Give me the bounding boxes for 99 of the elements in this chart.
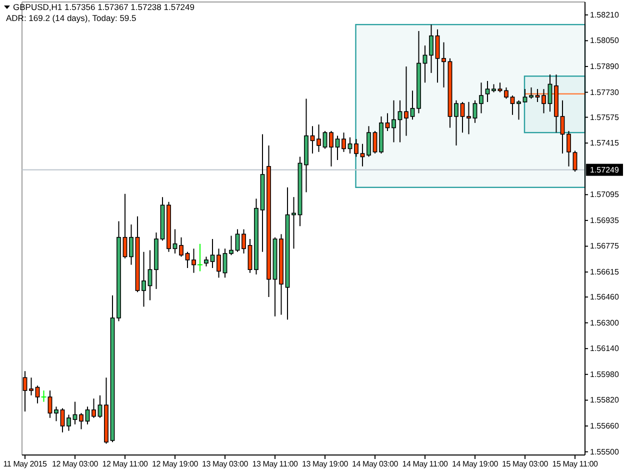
candlestick [535,88,540,102]
y-tick-label: 1.55980 [590,370,620,379]
candlestick [435,28,440,84]
y-tick-label: 1.57095 [590,190,620,200]
candlestick [329,130,334,167]
ref-line-label: 1.57249 [590,165,620,174]
candlestick [216,248,221,278]
candlestick [54,406,58,422]
candlestick [510,95,515,116]
candlestick [410,90,415,120]
candlestick [204,256,208,267]
y-tick-label: 1.57415 [590,138,620,148]
x-tick-label: 14 May 03:00 [352,460,399,468]
y-tick-label: 1.56775 [590,242,620,251]
candlestick [222,248,228,278]
candlestick [129,224,134,266]
candlestick [354,138,358,158]
y-tick-label: 1.56615 [590,268,620,277]
candlestick [454,100,458,146]
candlestick [310,126,315,154]
candlestick [372,130,378,154]
candlestick [335,135,340,160]
candlestick [60,408,65,433]
candlestick [504,86,508,100]
chart-title: GBPUSD,H1 1.57356 1.57367 1.57238 1.57249 [13,2,195,12]
candlestick [472,100,478,124]
y-tick-label: 1.56300 [590,318,620,328]
candlestick [66,414,71,432]
candlestick [235,228,240,252]
candlestick [92,398,96,418]
candlestick [41,390,46,402]
candlestick [29,377,34,396]
candlestick [404,66,408,136]
candlestick [292,196,296,250]
x-tick-label: 15 May 11:00 [552,460,598,468]
candlestick [566,130,571,167]
y-tick-label: 1.55660 [590,421,620,430]
x-tick-label: 14 May 11:00 [402,460,448,468]
candlestick [148,250,152,301]
x-tick-label: 11 May 2015 [3,460,48,468]
y-tick-label: 1.58210 [590,10,620,20]
x-tick-label: 15 May 03:00 [502,460,549,468]
candlestick [79,412,84,430]
candlestick [322,130,328,150]
text: ADR: 169.2 (14 days), Today: 59.5 [6,13,137,23]
candlestick [466,101,471,135]
candlestick [72,401,78,425]
candlestick [48,390,52,418]
candlestick [548,74,552,112]
candlestick [442,42,446,88]
candlestick [172,228,178,254]
candlestick [429,24,434,74]
candlestick [35,385,40,404]
candlestick [385,112,390,132]
y-tick-label: 1.56935 [590,216,620,225]
y-tick-label: 1.56460 [590,292,620,302]
candlestick [229,235,234,256]
candlestick [210,238,215,268]
candlestick [398,100,402,143]
candlestick [516,100,521,120]
x-tick-label: 12 May 11:00 [102,460,148,468]
x-tick-label: 12 May 03:00 [52,460,99,468]
candlestick [242,228,246,254]
y-tick-label: 1.57890 [590,62,620,71]
candlestick [316,124,321,152]
candlestick [479,82,484,114]
candlestick [366,126,371,158]
y-tick-label: 1.57575 [590,112,620,122]
candlestick [85,406,90,425]
x-tick-label: 13 May 19:00 [302,460,349,468]
candlestick [198,243,202,272]
x-tick-label: 13 May 03:00 [202,460,249,468]
candlestick [498,82,502,93]
candlestick [348,136,352,154]
candlestick [485,80,490,102]
candlestick [529,86,534,100]
y-tick-label: 1.55820 [590,396,620,405]
candlestick [360,143,365,167]
candlestick [185,251,190,268]
candlestick [572,150,578,172]
y-tick-label: 1.58050 [590,36,620,46]
candlestick [98,394,102,418]
x-tick-label: 14 May 19:00 [452,460,499,468]
candlestick [22,370,28,412]
candlestick [122,193,128,259]
x-tick-label: 12 May 19:00 [152,460,199,468]
candlestick [542,88,546,114]
candlestick [392,100,396,143]
candlestick [560,100,565,154]
y-tick-label: 1.57730 [590,88,620,97]
candlestick [179,236,184,258]
y-tick-label: 1.55500 [590,447,620,456]
candlestick [142,251,146,308]
candlestick [192,248,196,274]
y-tick-label: 1.56140 [590,344,620,354]
candlestick [522,88,528,102]
x-tick-label: 13 May 11:00 [252,460,298,468]
candlestick [460,101,465,134]
candlestick [342,132,346,152]
